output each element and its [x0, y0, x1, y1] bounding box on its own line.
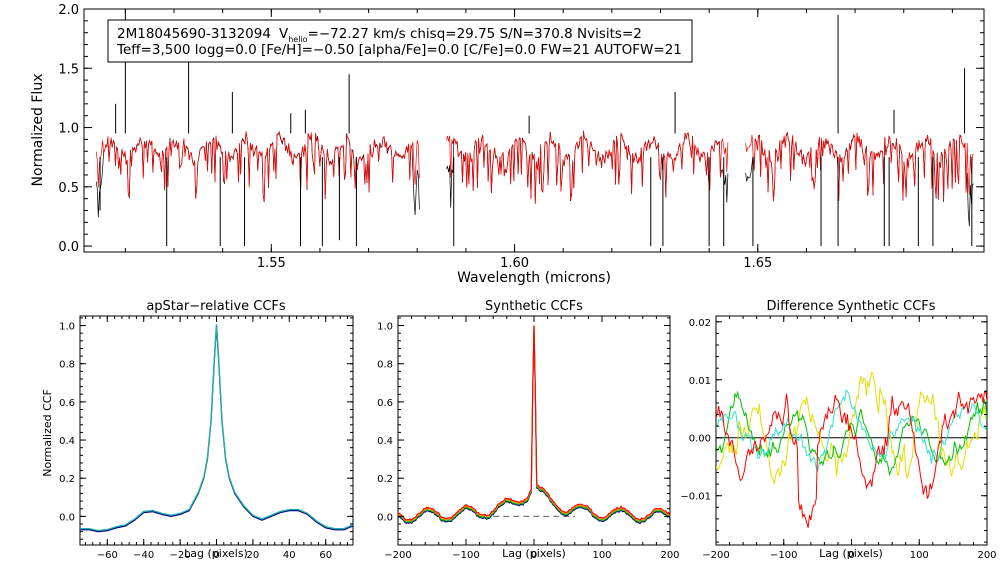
x-tick-label: 1.55 [257, 256, 286, 271]
ccf2-series-3 [397, 325, 671, 521]
model-spectrum-chip [745, 131, 974, 202]
y-tick-label: 1.0 [59, 322, 75, 333]
x-tick-label: −60 [97, 550, 118, 561]
y-tick-label: 0.4 [377, 436, 393, 447]
x-tick-label: 60 [319, 550, 332, 561]
model-spectrum-chip [446, 130, 729, 204]
x-tick-label: −200 [702, 550, 729, 561]
ccf2-series-2 [397, 325, 671, 523]
x-tick-label: 1.65 [743, 256, 772, 271]
spectrum-panel: 1.55 1.60 1.65 0.0 0.5 1.0 1.5 2.0 Wavelength (… [30, 3, 985, 286]
x-tick-label: 200 [660, 550, 679, 561]
ccf3-x-axis-title: Lag (pixels) [819, 547, 883, 560]
ccf3-series-group [716, 370, 987, 528]
vhelio-subscript: helio [288, 35, 307, 44]
y-tick-label: 0.0 [58, 240, 79, 255]
ccf3-panel: −200 −100 0 100 200 −0.01 0.00 0.01 0.02 Differe… [680, 299, 996, 561]
ccf1-series-overlay [80, 324, 354, 532]
ccf3-lines [716, 370, 987, 528]
ccf1-series-group [80, 324, 354, 533]
star-id: 2M18045690-3132094 [117, 26, 271, 42]
ccf2-panel: −200 −100 0 100 200 0.0 0.2 0.4 0.6 0.8 1.0 Synthe… [377, 299, 679, 561]
y-tick-label: 1.0 [377, 322, 393, 333]
y-tick-label: 0.6 [377, 398, 393, 409]
ccf1-title: apStar−relative CCFs [146, 299, 286, 314]
spectrum-y-axis-title: Normalized Flux [30, 74, 46, 187]
spectrum-plot-frame [83, 8, 985, 253]
ccf3-series-0 [716, 370, 987, 484]
ccf3-series-2 [716, 389, 987, 473]
x-tick-label: −40 [133, 550, 154, 561]
model-spectrum-chip [95, 131, 420, 202]
info-line-2: Teff=3,500 logg=0.0 [Fe/H]=−0.50 [alpha/… [116, 42, 682, 58]
spectrum-ticks: 1.55 1.60 1.65 0.0 0.5 1.0 1.5 2.0 [58, 3, 984, 271]
y-tick-label: 0.8 [59, 360, 75, 371]
y-tick-label: 0.02 [689, 318, 711, 329]
info-box: 2M18045690-3132094 Vhelio=−72.27 km/s chi… [107, 19, 693, 63]
y-tick-label: 0.0 [59, 512, 75, 523]
ccf3-series-1 [716, 390, 987, 477]
info-line-1: 2M18045690-3132094 Vhelio=−72.27 km/s chi… [117, 26, 642, 44]
y-tick-label: 0.0 [377, 512, 393, 523]
ccf1-series-main [80, 325, 354, 533]
x-tick-label: −200 [384, 550, 411, 561]
ccf1-panel: −60 −40 −20 0 20 40 60 0.0 0.2 0.4 0.6 0.8 1.0 apSta… [41, 299, 354, 561]
ccf2-title: Synthetic CCFs [485, 299, 583, 314]
ccf2-series-1 [397, 325, 671, 524]
y-tick-label: 2.0 [58, 3, 79, 18]
x-tick-label: 1.60 [500, 256, 529, 271]
ccf2-x-axis-title: Lag (pixels) [502, 547, 566, 560]
y-tick-label: 0.8 [377, 360, 393, 371]
spectrum-lines [95, 9, 974, 247]
x-tick-label: 100 [592, 550, 611, 561]
ccf3-series-3 [716, 389, 987, 528]
ccf1-ticks: −60 −40 −20 0 20 40 60 0.0 0.2 0.4 0.6 0.8 1.0 [59, 316, 353, 561]
x-tick-label: −100 [452, 550, 479, 561]
y-tick-label: 0.2 [377, 474, 393, 485]
x-tick-label: −20 [170, 550, 191, 561]
x-tick-label: 0 [848, 550, 854, 561]
spectrum-x-axis-title: Wavelength (microns) [457, 270, 611, 286]
ccf1-y-axis-title: Normalized CCF [41, 389, 54, 477]
ccf2-series-0 [397, 325, 671, 525]
y-tick-label: 0.00 [689, 434, 711, 445]
y-tick-label: 0.01 [689, 376, 711, 387]
y-tick-label: 1.0 [58, 122, 79, 137]
x-tick-label: 0 [531, 550, 537, 561]
ccf2-series-group [397, 325, 671, 525]
x-tick-label: 40 [283, 550, 296, 561]
vhelio-label: V [279, 26, 289, 42]
x-tick-label: 0 [213, 550, 219, 561]
y-tick-label: 0.6 [59, 398, 75, 409]
y-tick-label: −0.01 [680, 492, 711, 503]
ccf1-x-axis-title: Lag (pixels) [184, 547, 248, 560]
spectrum-series-group [95, 9, 974, 247]
y-tick-label: 0.5 [58, 181, 79, 196]
ccf3-title: Difference Synthetic CCFs [766, 299, 935, 314]
y-tick-label: 0.2 [59, 474, 75, 485]
info-line-1-values: =−72.27 km/s chisq=29.75 S/N=370.8 Nvisi… [308, 26, 642, 42]
x-tick-label: 100 [910, 550, 929, 561]
x-tick-label: 200 [977, 550, 996, 561]
y-tick-label: 1.5 [58, 62, 79, 77]
ccf1-plot-frame [79, 315, 354, 546]
x-tick-label: −100 [770, 550, 797, 561]
ccf2-ticks: −200 −100 0 100 200 0.0 0.2 0.4 0.6 0.8 1.0 [377, 316, 680, 561]
y-tick-label: 0.4 [59, 436, 75, 447]
ccf3-ticks: −200 −100 0 100 200 −0.01 0.00 0.01 0.02 [680, 316, 997, 561]
x-tick-label: 20 [247, 550, 260, 561]
info-box-frame [107, 19, 693, 63]
